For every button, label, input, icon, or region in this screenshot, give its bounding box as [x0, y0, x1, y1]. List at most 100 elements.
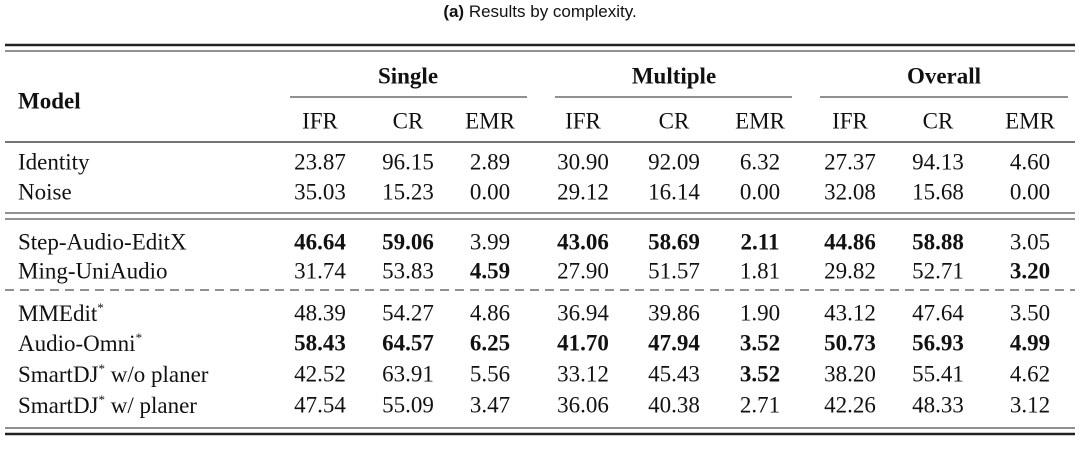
cell: 33.12: [557, 361, 609, 387]
model-name: Step-Audio-EditX: [18, 231, 187, 254]
metric-header: EMR: [735, 108, 785, 134]
cell: 53.83: [382, 258, 434, 284]
model-name: Audio-Omni*: [18, 331, 142, 355]
cell: 3.05: [1009, 229, 1051, 255]
group-header: Single: [377, 63, 439, 89]
cell: 4.59: [469, 258, 511, 284]
cell: 38.20: [824, 361, 876, 387]
model-suffix: w/ planer: [105, 393, 197, 418]
cell: 1.81: [739, 258, 781, 284]
cell: 15.23: [382, 179, 434, 205]
cell: 54.27: [382, 300, 434, 326]
cell: 63.91: [382, 361, 434, 387]
cell: 5.56: [469, 361, 511, 387]
cell: 4.62: [1009, 361, 1051, 387]
cell: 31.74: [294, 258, 346, 284]
model-label: SmartDJ: [18, 362, 99, 387]
cell: 47.94: [648, 330, 700, 356]
caption-text: Results by complexity.: [468, 2, 637, 21]
cell: 44.86: [824, 229, 876, 255]
metric-header: CR: [392, 108, 424, 134]
model-label: Ming-UniAudio: [18, 258, 168, 284]
model-name: Identity: [18, 151, 90, 174]
model-name: SmartDJ* w/ planer: [18, 393, 197, 417]
metric-header: EMR: [465, 108, 515, 134]
model-mark: *: [98, 361, 106, 376]
model-label: SmartDJ: [18, 393, 99, 418]
cell: 36.06: [557, 392, 609, 418]
model-name: MMEdit*: [18, 301, 104, 325]
cell: 59.06: [382, 229, 434, 255]
cell: 27.90: [557, 258, 609, 284]
model-label: MMEdit: [18, 301, 98, 326]
cell: 50.73: [824, 330, 876, 356]
cell: 46.64: [294, 229, 346, 255]
model-label: Audio-Omni: [18, 331, 136, 356]
model-label: Step-Audio-EditX: [18, 229, 187, 255]
cell: 64.57: [382, 330, 434, 356]
metric-header: CR: [922, 108, 954, 134]
group-header: Multiple: [631, 63, 717, 89]
cell: 30.90: [557, 149, 609, 175]
cell: 48.33: [912, 392, 964, 418]
cell: 3.20: [1009, 258, 1051, 284]
cell: 2.71: [739, 392, 781, 418]
cell: 47.54: [294, 392, 346, 418]
cell: 1.90: [739, 300, 781, 326]
cell: 58.88: [912, 229, 964, 255]
model-label: Identity: [18, 149, 90, 175]
cell: 29.12: [557, 179, 609, 205]
cell: 55.41: [912, 361, 964, 387]
metric-header: IFR: [832, 108, 868, 134]
cell: 6.32: [739, 149, 781, 175]
cell: 27.37: [824, 149, 876, 175]
cell: 3.47: [469, 392, 511, 418]
cell: 32.08: [824, 179, 876, 205]
cell: 47.64: [912, 300, 964, 326]
cell: 58.69: [648, 229, 700, 255]
cell: 42.26: [824, 392, 876, 418]
cell: 51.57: [648, 258, 700, 284]
cell: 92.09: [648, 149, 700, 175]
cell: 58.43: [294, 330, 346, 356]
cell: 2.89: [469, 149, 511, 175]
cell: 96.15: [382, 149, 434, 175]
cell: 94.13: [912, 149, 964, 175]
cell: 36.94: [557, 300, 609, 326]
cell: 4.86: [469, 300, 511, 326]
cell: 40.38: [648, 392, 700, 418]
cell: 42.52: [294, 361, 346, 387]
model-name: Noise: [18, 181, 72, 204]
cell: 3.52: [739, 361, 781, 387]
metric-header: CR: [658, 108, 690, 134]
model-suffix: w/o planer: [105, 362, 209, 387]
cell: 16.14: [648, 179, 700, 205]
cell: 45.43: [648, 361, 700, 387]
cell: 3.50: [1009, 300, 1051, 326]
cell: 4.99: [1009, 330, 1051, 356]
cell: 52.71: [912, 258, 964, 284]
metric-header: IFR: [302, 108, 338, 134]
cell: 0.00: [739, 179, 781, 205]
cell: 4.60: [1009, 149, 1051, 175]
metric-header: IFR: [565, 108, 601, 134]
cell: 6.25: [469, 330, 511, 356]
caption-label: (a): [443, 2, 465, 21]
cell: 23.87: [294, 149, 346, 175]
group-header: Overall: [906, 63, 982, 89]
cell: 48.39: [294, 300, 346, 326]
model-mark: *: [135, 330, 143, 345]
cell: 55.09: [382, 392, 434, 418]
cell: 3.12: [1009, 392, 1051, 418]
model-label: Noise: [18, 179, 72, 205]
cell: 3.52: [739, 330, 781, 356]
model-mark: *: [97, 300, 104, 315]
cell: 35.03: [294, 179, 346, 205]
cell: 3.99: [469, 229, 511, 255]
cell: 0.00: [1009, 179, 1051, 205]
model-name: Ming-UniAudio: [18, 260, 168, 283]
caption: (a) Results by complexity.: [0, 2, 1080, 22]
model-mark: *: [98, 392, 106, 407]
